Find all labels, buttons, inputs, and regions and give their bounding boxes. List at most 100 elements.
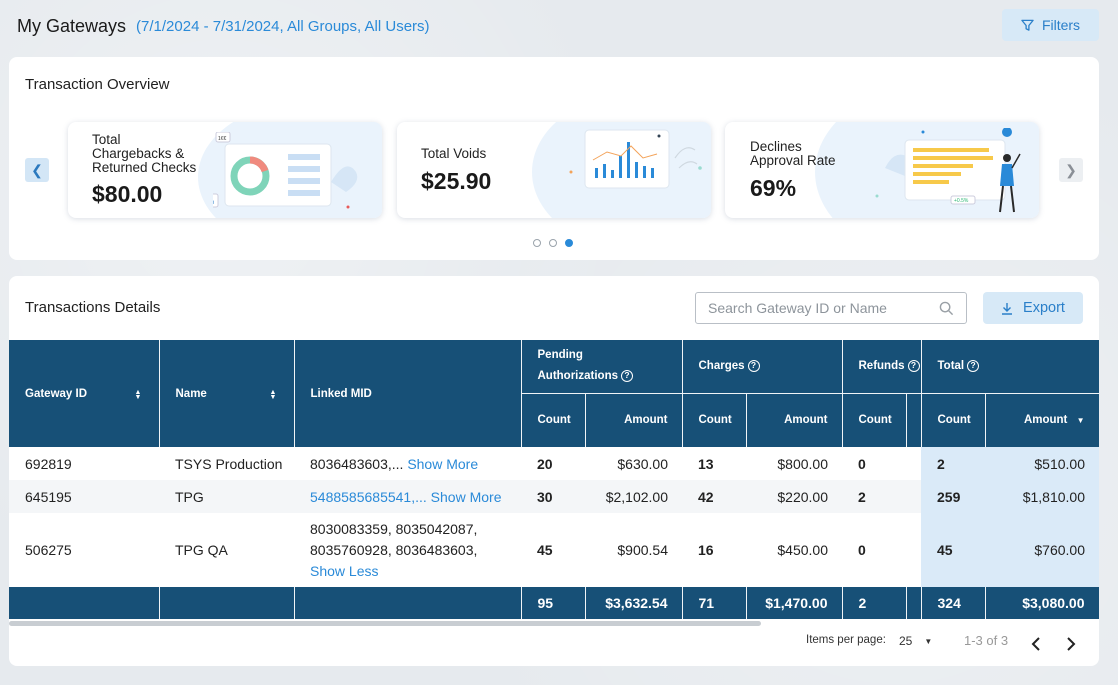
filter-summary[interactable]: (7/1/2024 - 7/31/2024, All Groups, All U… (136, 17, 430, 35)
col-group-refunds: Refunds? (842, 340, 922, 393)
items-per-page-select[interactable]: 25 ▼ (899, 634, 932, 648)
svg-text:1€€: 1€€ (218, 136, 227, 142)
cell-linked-mid: 8036483603,... Show More (310, 455, 479, 472)
total-total-amount: $3,080.00 (985, 587, 1099, 619)
filters-label: Filters (1041, 17, 1081, 33)
filters-button[interactable]: Filters (1002, 9, 1099, 41)
kpi-card-chargebacks[interactable]: Total Chargebacks & Returned Checks $80.… (68, 122, 382, 218)
cell-linked-mid: 5488585685541,... Show More (294, 480, 521, 513)
col-group-pending: Pending Authorizations? (521, 340, 683, 393)
bar-chart-illustration-icon (569, 129, 702, 189)
horizontal-scrollbar[interactable] (9, 621, 761, 626)
sort-desc-icon[interactable]: ▼ (1076, 416, 1085, 426)
sort-icon[interactable]: ▲ ▼ (269, 388, 277, 401)
overview-title: Transaction Overview (25, 76, 170, 93)
carousel-dot[interactable] (549, 239, 557, 247)
filter-icon (1021, 19, 1034, 31)
search-placeholder: Search Gateway ID or Name (708, 300, 887, 316)
cell-linked-mid: 8030083359, 8035042087, 8035760928, 8036… (294, 513, 521, 587)
col-pending-amount[interactable]: Amount (585, 392, 683, 447)
table-row[interactable]: 692819 TSYS Production 8036483603,... Sh… (9, 447, 1099, 480)
cell-pending-count: 20 (537, 455, 553, 472)
cell-pending-amount: $2,102.00 (585, 480, 682, 513)
chevron-right-icon (1067, 637, 1076, 651)
cell-refunds-count: 0 (858, 542, 866, 558)
table-row[interactable]: 645195 TPG 5488585685541,... Show More 3… (9, 480, 1099, 513)
carousel-dot[interactable] (533, 239, 541, 247)
col-group-total: Total? (921, 340, 1099, 393)
prev-page-button[interactable] (1031, 637, 1041, 651)
cell-pending-count: 30 (521, 480, 585, 513)
svg-text:%: % (213, 199, 214, 206)
chevron-right-icon: ❯ (1065, 161, 1077, 178)
cell-charges-amount: $450.00 (777, 542, 828, 558)
help-icon[interactable]: ? (621, 370, 633, 383)
items-per-page-value: 25 (899, 634, 913, 648)
approval-rate-illustration-icon: +0.5% (875, 128, 1021, 213)
col-refunds-spacer (906, 392, 922, 447)
search-input[interactable]: Search Gateway ID or Name (695, 292, 967, 324)
help-icon[interactable]: ? (907, 360, 920, 373)
details-title: Transactions Details (25, 299, 161, 316)
totals-row: 95 $3,632.54 71 $1,470.00 2 324 $3,080.0… (9, 587, 1099, 619)
export-button[interactable]: Export (983, 292, 1083, 324)
total-total-count: 324 (921, 587, 986, 619)
page-header: My Gateways (7/1/2024 - 7/31/2024, All G… (17, 12, 430, 40)
carousel-pagination (533, 239, 573, 247)
cell-total-count: 2 (921, 447, 985, 480)
cell-total-amount: $1,810.00 (985, 480, 1099, 513)
kpi-value: $80.00 (92, 181, 163, 207)
show-more-link[interactable]: Show More (430, 488, 502, 505)
help-icon[interactable]: ? (967, 360, 980, 373)
col-refunds-count[interactable]: Count (842, 392, 907, 447)
col-linked-mid: Linked MID (294, 340, 522, 447)
cell-name: TSYS Production (175, 455, 283, 472)
cell-total-count: 259 (921, 480, 985, 513)
cell-charges-count: 16 (698, 542, 714, 558)
mid-link[interactable]: 5488585685541,... (310, 488, 427, 505)
cell-name: TPG (159, 480, 294, 513)
col-charges-amount[interactable]: Amount (746, 392, 843, 447)
page-title: My Gateways (17, 15, 127, 36)
svg-text:+0.5%: +0.5% (954, 198, 969, 204)
show-more-link[interactable]: Show More (407, 455, 479, 472)
cell-total-amount: $510.00 (985, 447, 1099, 480)
col-gateway-id[interactable]: Gateway ID ▲ ▼ (9, 340, 160, 447)
col-total-count[interactable]: Count (921, 392, 986, 447)
transactions-table: Gateway ID ▲ ▼ Name ▲ ▼ Linked MID Pending… (9, 340, 1099, 619)
help-icon[interactable]: ? (747, 360, 760, 373)
cell-gateway-id: 692819 (25, 455, 72, 472)
next-page-button[interactable] (1066, 637, 1076, 651)
carousel-next-button[interactable]: ❯ (1059, 158, 1083, 182)
kpi-card-voids[interactable]: Total Voids $25.90 (397, 122, 711, 218)
items-per-page: Items per page: (806, 634, 886, 646)
total-charges-amount: $1,470.00 (746, 587, 843, 619)
cell-name: TPG QA (175, 542, 228, 558)
cell-charges-count: 13 (698, 455, 714, 472)
cell-pending-count: 45 (537, 542, 553, 558)
col-name[interactable]: Name ▲ ▼ (159, 340, 295, 447)
chevron-left-icon (1031, 637, 1040, 651)
kpi-value: 69% (750, 175, 797, 201)
cell-total-count: 45 (921, 513, 985, 587)
chevron-left-icon: ❮ (31, 161, 43, 178)
cell-charges-amount: $220.00 (746, 480, 842, 513)
cell-gateway-id: 506275 (25, 542, 72, 558)
show-less-link[interactable]: Show Less (310, 562, 379, 579)
cell-total-amount: $760.00 (985, 513, 1099, 587)
items-per-page-label: Items per page: (806, 634, 886, 646)
col-group-charges: Charges? (682, 340, 843, 393)
table-row[interactable]: 506275 TPG QA 8030083359, 8035042087, 80… (9, 513, 1099, 587)
export-label: Export (1023, 300, 1065, 316)
transaction-overview-card: Transaction Overview ❮ ❯ Total Chargebac… (9, 57, 1099, 260)
carousel-prev-button[interactable]: ❮ (25, 158, 49, 182)
carousel-dot-active[interactable] (565, 239, 573, 247)
download-icon (1002, 302, 1013, 315)
col-charges-count[interactable]: Count (682, 392, 747, 447)
col-pending-count[interactable]: Count (521, 392, 586, 447)
col-total-amount[interactable]: Amount ▼ (985, 392, 1099, 447)
sort-icon[interactable]: ▲ ▼ (134, 388, 142, 401)
total-charges-count: 71 (682, 587, 747, 619)
cell-refunds-count: 0 (858, 455, 866, 472)
kpi-card-declines[interactable]: Declines Approval Rate 69% +0.5% (725, 122, 1039, 218)
